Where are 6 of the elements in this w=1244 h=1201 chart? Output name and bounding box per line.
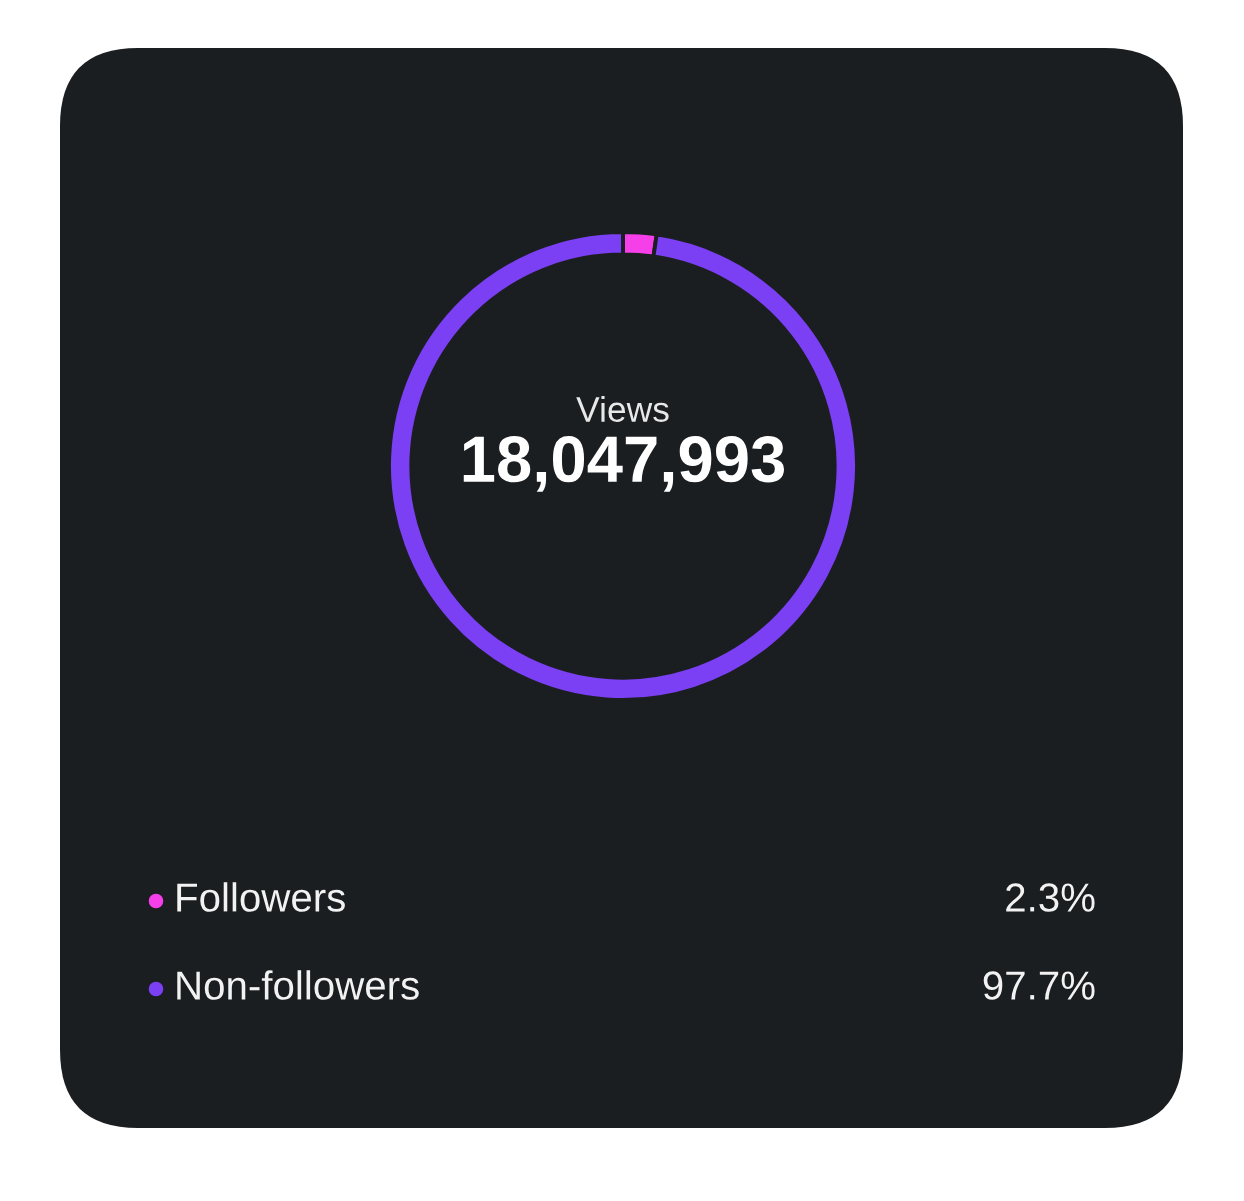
text: Views xyxy=(576,395,669,422)
data-label: 97.7% xyxy=(983,971,1095,1000)
legend-label: Non-followers xyxy=(177,970,419,1000)
legend-label: Followers xyxy=(177,882,345,912)
text: 18,047,993 xyxy=(463,436,785,492)
data-label: 2.3% xyxy=(1006,883,1095,912)
